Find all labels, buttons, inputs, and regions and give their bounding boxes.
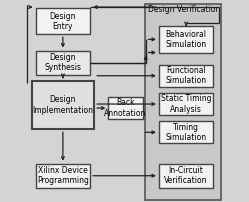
Text: Timing
Simulation: Timing Simulation — [166, 123, 207, 142]
Bar — [159, 26, 213, 53]
Bar — [159, 121, 213, 143]
Text: Behavioral
Simulation: Behavioral Simulation — [166, 30, 207, 49]
Bar — [145, 4, 221, 200]
Text: Static Timing
Analysis: Static Timing Analysis — [161, 94, 211, 114]
Bar — [108, 97, 143, 119]
Text: Design
Implementation: Design Implementation — [32, 95, 93, 115]
Bar — [159, 65, 213, 87]
Bar — [36, 164, 90, 188]
Text: Design
Entry: Design Entry — [50, 12, 76, 31]
Text: Back
Annotation: Back Annotation — [104, 98, 147, 118]
Bar — [36, 50, 90, 75]
Text: Design
Synthesis: Design Synthesis — [44, 53, 81, 72]
Text: Design Verification: Design Verification — [148, 5, 220, 14]
Text: In-Circuit
Verification: In-Circuit Verification — [164, 166, 208, 185]
Text: Functional
Simulation: Functional Simulation — [166, 66, 207, 85]
Bar — [36, 8, 90, 34]
Bar — [32, 81, 94, 129]
Bar — [159, 93, 213, 115]
Text: Xilinx Device
Programming: Xilinx Device Programming — [37, 166, 89, 185]
Bar — [159, 164, 213, 188]
